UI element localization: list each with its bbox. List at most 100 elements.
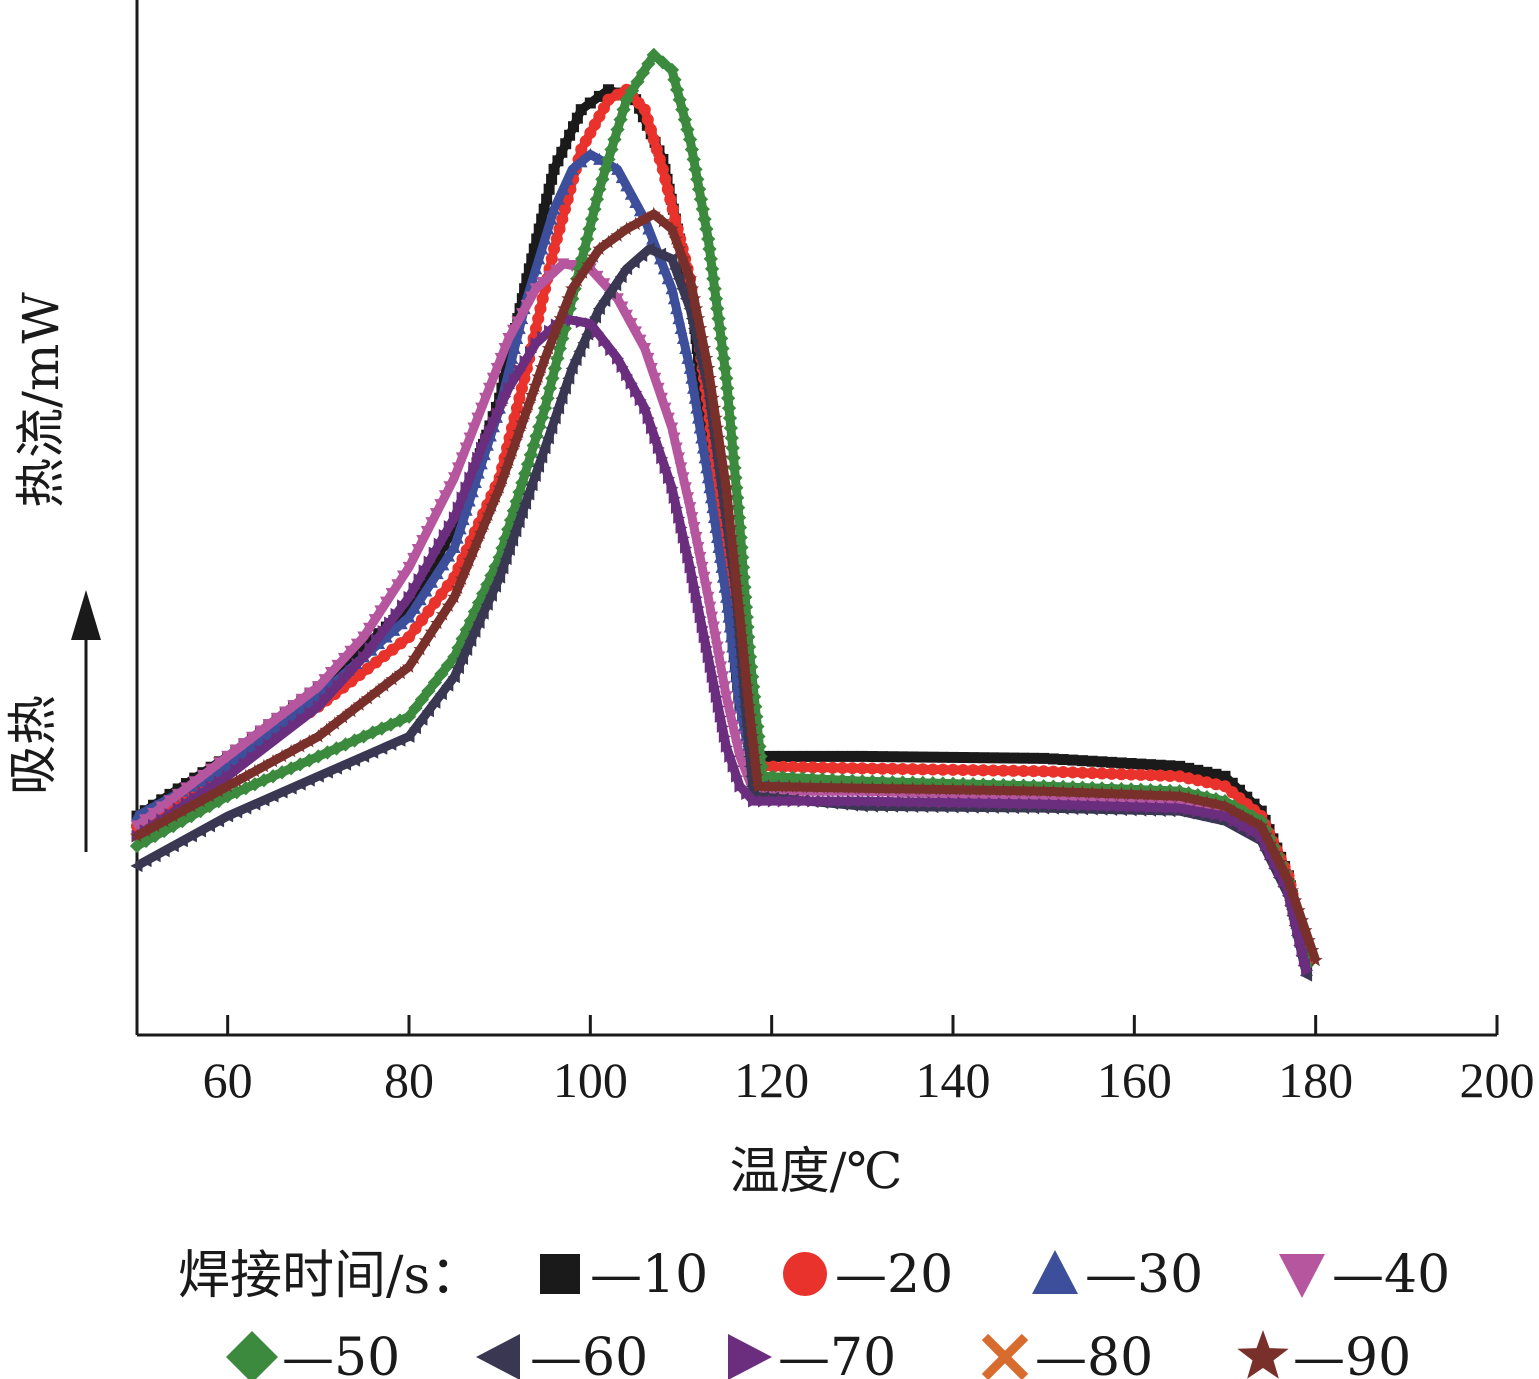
data-point: [1086, 755, 1098, 767]
data-point: [1289, 914, 1302, 927]
data-point: [734, 779, 747, 793]
data-point: [714, 450, 729, 464]
data-point: [549, 321, 564, 335]
data-point: [394, 637, 407, 650]
data-point: [705, 390, 720, 405]
data-point: [448, 511, 461, 524]
data-point: [699, 581, 713, 594]
data-point: [266, 789, 279, 803]
data-point: [459, 442, 473, 455]
data-point: [1094, 785, 1109, 800]
data-point: [484, 589, 497, 602]
data-point: [472, 451, 485, 465]
data-point: [967, 752, 979, 764]
data-point: [601, 234, 616, 249]
data-point: [667, 292, 681, 305]
data-point: [1154, 801, 1167, 814]
data-point: [495, 398, 508, 412]
data-point: [625, 376, 638, 390]
data-point: [482, 382, 496, 395]
data-point: [865, 781, 880, 795]
data-point: [538, 441, 551, 455]
data-point: [499, 390, 512, 404]
data-point: [1246, 824, 1259, 838]
data-point: [635, 65, 651, 80]
data-point: [1308, 953, 1323, 967]
data-point: [684, 142, 700, 157]
data-point: [620, 309, 633, 322]
data-point: [515, 382, 528, 395]
data-point: [1284, 883, 1299, 897]
data-point: [947, 751, 959, 763]
x-tick-label: 140: [916, 1052, 991, 1108]
data-point: [448, 522, 460, 534]
data-point: [702, 241, 717, 257]
data-point: [139, 823, 154, 837]
x-tick-label: 120: [734, 1052, 809, 1108]
data-point: [556, 213, 569, 226]
data-point: [1125, 768, 1138, 781]
data-point: [486, 372, 500, 385]
data-point: [1192, 804, 1205, 818]
data-point: [624, 318, 638, 331]
data-point: [1125, 800, 1138, 814]
data-point: [534, 360, 549, 374]
legend-label: —10: [590, 1245, 708, 1305]
data-point: [689, 301, 704, 315]
data-point: [483, 424, 496, 438]
data-point: [937, 796, 950, 809]
data-point: [767, 794, 780, 808]
data-point: [1106, 756, 1118, 768]
data-point: [454, 522, 467, 535]
data-point: [537, 351, 553, 365]
data-point: [547, 361, 563, 376]
data-point: [682, 132, 698, 147]
data-point: [646, 421, 659, 435]
data-point: [213, 775, 227, 789]
data-point: [641, 56, 656, 72]
data-point: [728, 569, 743, 584]
data-point: [807, 794, 820, 808]
data-point: [723, 420, 739, 436]
data-point: [1258, 827, 1273, 842]
data-point: [577, 241, 592, 257]
data-point: [545, 252, 558, 265]
data-point: [730, 490, 745, 505]
data-point: [703, 251, 718, 267]
data-point: [1018, 752, 1030, 764]
endotherm-indicator: 吸热: [4, 590, 101, 852]
data-point: [425, 575, 438, 588]
data-point: [610, 228, 625, 242]
data-point: [610, 122, 625, 137]
data-point: [1295, 913, 1310, 927]
data-point: [1227, 803, 1242, 818]
data-point: [609, 278, 622, 292]
data-point: [602, 93, 615, 106]
data-point: [544, 324, 557, 338]
data-point: [184, 798, 199, 813]
legend-label: —40: [1332, 1245, 1450, 1305]
data-point: [421, 683, 436, 699]
data-point: [674, 321, 688, 335]
data-point: [697, 211, 712, 227]
x-tick-label: 160: [1097, 1052, 1172, 1108]
data-point: [229, 773, 244, 788]
data-point: [213, 757, 226, 770]
data-point: [681, 492, 695, 505]
data-point: [464, 634, 477, 647]
x-axis-title: 温度/℃: [730, 1142, 903, 1200]
data-point: [369, 684, 384, 699]
data-point: [844, 780, 859, 794]
data-point: [552, 192, 565, 205]
data-point: [1057, 754, 1069, 766]
data-point: [1245, 813, 1260, 828]
data-point: [415, 713, 428, 726]
data-point: [652, 441, 665, 455]
data-point: [1046, 784, 1061, 798]
data-point: [731, 769, 744, 783]
data-point: [506, 324, 520, 337]
data-point: [1210, 808, 1223, 821]
legend-label: —20: [835, 1245, 953, 1305]
data-point: [460, 481, 473, 495]
data-point: [647, 133, 660, 146]
